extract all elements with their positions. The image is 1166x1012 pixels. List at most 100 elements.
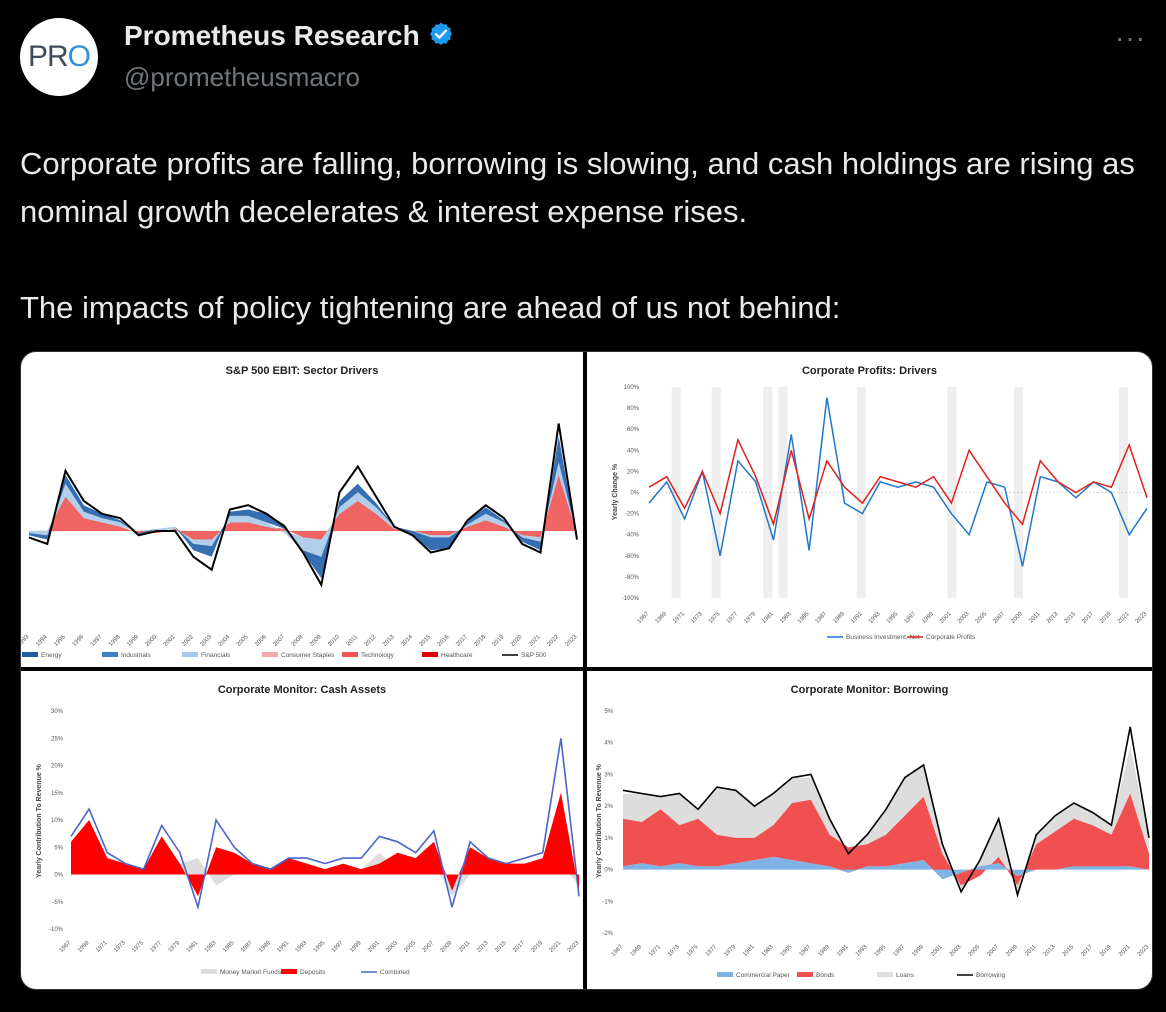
legend-label: Bonds xyxy=(816,972,835,979)
y-tick-label: 5% xyxy=(54,845,63,851)
y-tick-label: 0% xyxy=(604,868,613,874)
x-tick-label: 1967 xyxy=(611,944,625,958)
x-tick-label: 2020 xyxy=(510,634,524,648)
legend-swatch xyxy=(342,652,358,657)
y-tick-label: 1% xyxy=(604,836,613,842)
tweet-paragraph-1: Corporate profits are falling, borrowing… xyxy=(20,146,1135,229)
chart-borrowing: Corporate Monitor: Borrowing 5% 4% 3% 2% 1% 0%… xyxy=(596,684,1151,979)
legend-label: Healthcare xyxy=(441,652,473,659)
handle[interactable]: @prometheusmacro xyxy=(124,62,360,92)
x-tick-label: 2018 xyxy=(473,634,487,648)
x-tick-label: 1997 xyxy=(90,634,104,648)
legend-swatch xyxy=(22,652,38,657)
legend-swatch xyxy=(422,652,438,657)
avatar[interactable]: PRO xyxy=(20,18,98,96)
x-tick-label: 2001 xyxy=(930,944,944,958)
x-tick-label: 1995 xyxy=(53,634,67,648)
x-tick-label: 1971 xyxy=(648,944,662,958)
x-tick-label: 2005 xyxy=(403,940,417,954)
x-tick-label: 2009 xyxy=(440,940,454,954)
x-tick-label: 2012 xyxy=(364,634,378,648)
x-tick-label: 1995 xyxy=(874,944,888,958)
x-tick-label: 2015 xyxy=(494,940,508,954)
y-axis-label: Yearly Change % xyxy=(612,463,619,520)
legend-label: Loans xyxy=(896,972,914,979)
x-tick-label: 1979 xyxy=(168,940,182,954)
legend-label: Consumer Staples xyxy=(281,652,335,659)
x-tick-label: 2023 xyxy=(567,940,581,954)
x-tick-label: 1989 xyxy=(258,940,272,954)
chart-panel-profits[interactable]: Corporate Profits: Drivers 100% 80% 60% 40% 2… xyxy=(587,352,1152,667)
x-tick-label: 1981 xyxy=(761,611,775,625)
x-tick-label: 2015 xyxy=(1064,611,1078,625)
more-icon[interactable]: ··· xyxy=(1115,22,1146,53)
y-tick-label: 10% xyxy=(51,818,64,824)
y-tick-label: -20% xyxy=(625,512,640,518)
display-name[interactable]: Prometheus Research xyxy=(124,20,420,51)
x-tick-label: 1971 xyxy=(672,611,686,625)
chart-title: Corporate Monitor: Cash Assets xyxy=(218,684,386,696)
recession-band xyxy=(763,387,773,598)
x-tick-label: 2005 xyxy=(968,944,982,958)
x-tick-label: 2011 xyxy=(1028,611,1042,625)
chart-panel-ebit[interactable]: S&P 500 EBIT: Sector Drivers 1993 1994 1995… xyxy=(21,352,583,667)
x-tick-label: 1993 xyxy=(295,940,309,954)
x-tick-label: 2003 xyxy=(949,944,963,958)
x-tick-label: 2019 xyxy=(530,940,544,954)
chart-panel-borrowing[interactable]: Corporate Monitor: Borrowing 5% 4% 3% 2% 1% 0%… xyxy=(587,671,1152,989)
x-tick-label: 2001 xyxy=(939,611,953,625)
x-tick-label: 2017 xyxy=(1081,611,1095,625)
legend-label: Combined xyxy=(380,969,410,976)
x-tick-label: 1987 xyxy=(799,944,813,958)
x-tick-label: 1981 xyxy=(742,944,756,958)
sector-area-energy xyxy=(29,436,577,579)
y-tick-label: -100% xyxy=(622,596,640,602)
author-row: Prometheus Research xyxy=(124,20,454,52)
x-tick-label: 1993 xyxy=(855,944,869,958)
legend-swatch xyxy=(877,972,893,977)
x-tick-label: 2007 xyxy=(272,634,286,648)
x-tick-label: 1975 xyxy=(686,944,700,958)
x-tick-label: 2021 xyxy=(528,634,542,648)
tweet-paragraph-2: The impacts of policy tightening are ahe… xyxy=(20,290,841,325)
bonds-area xyxy=(623,793,1149,886)
series-line-business-investment-net xyxy=(648,397,1148,567)
legend-swatch xyxy=(201,969,217,974)
x-tick-label: 2022 xyxy=(546,634,560,648)
legend-label: Commercial Paper xyxy=(736,972,791,979)
x-tick-label: 1969 xyxy=(630,944,644,958)
x-tick-label: 1969 xyxy=(655,611,669,625)
x-tick-label: 1973 xyxy=(113,940,127,954)
legend-label: Financials xyxy=(201,652,231,659)
chart-panel-cash[interactable]: Corporate Monitor: Cash Assets 30% 25% 20% 1… xyxy=(21,671,583,989)
loans-area xyxy=(623,745,1149,895)
x-tick-label: 1997 xyxy=(893,944,907,958)
x-tick-label: 1985 xyxy=(780,944,794,958)
x-tick-label: 2013 xyxy=(1043,944,1057,958)
x-tick-label: 1997 xyxy=(904,611,918,625)
legend-swatch xyxy=(797,972,813,977)
tweet-text: Corporate profits are falling, borrowing… xyxy=(20,140,1150,332)
x-tick-label: 2006 xyxy=(254,634,268,648)
y-tick-label: 100% xyxy=(624,385,640,391)
x-tick-label: 2009 xyxy=(309,634,323,648)
legend-label: Corporate Profits xyxy=(926,634,976,641)
y-tick-label: 0% xyxy=(630,491,639,497)
y-tick-label: 15% xyxy=(51,791,64,797)
x-tick-label: 1979 xyxy=(723,944,737,958)
recession-band xyxy=(711,387,721,598)
media-grid[interactable]: S&P 500 EBIT: Sector Drivers 1993 1994 1995… xyxy=(20,351,1153,990)
legend-label: Money Market Funds xyxy=(220,969,282,976)
x-tick-label: 2008 xyxy=(291,634,305,648)
y-tick-label: 40% xyxy=(627,448,640,454)
x-tick-label: 2009 xyxy=(1010,611,1024,625)
x-tick-label: 1999 xyxy=(911,944,925,958)
x-tick-label: 1993 xyxy=(21,634,31,648)
x-tick-label: 2013 xyxy=(1046,611,1060,625)
legend-label: Energy xyxy=(41,652,62,659)
y-tick-label: 80% xyxy=(627,406,640,412)
x-tick-label: 2013 xyxy=(382,634,396,648)
y-axis-label: Yearly Contribution To Revenue % xyxy=(596,763,603,878)
legend-swatch xyxy=(102,652,118,657)
x-tick-label: 1994 xyxy=(35,634,49,648)
